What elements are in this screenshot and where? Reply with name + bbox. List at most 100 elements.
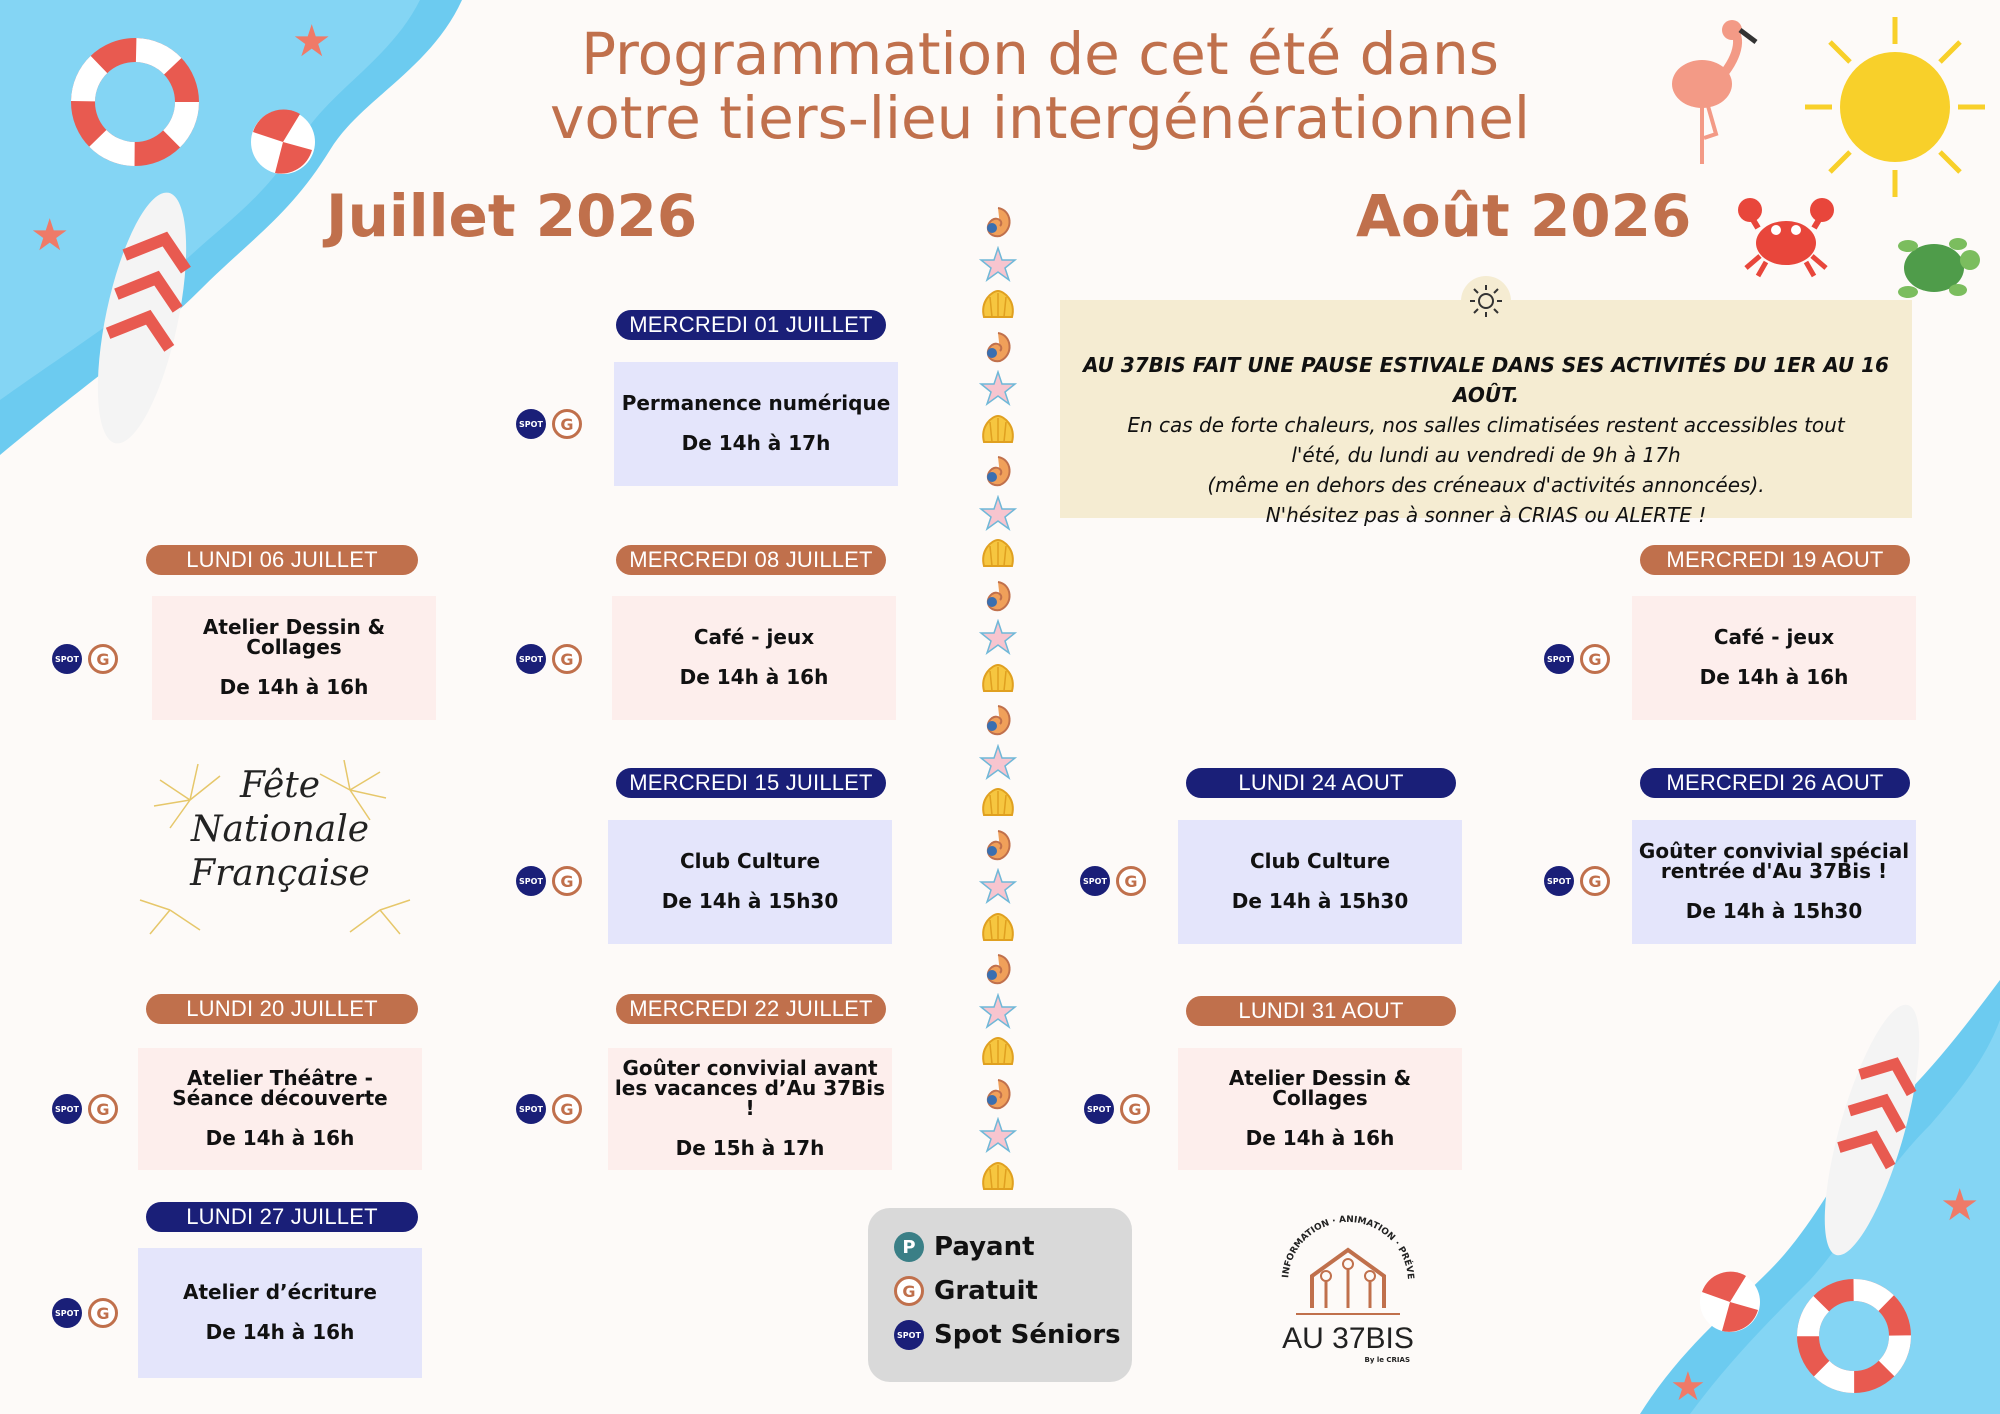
- event-hours: De 14h à 15h30: [1231, 889, 1409, 913]
- spot-seniors-icon: SPOT: [1544, 866, 1574, 896]
- event-title: Atelier Théâtre - Séance découverte: [172, 1066, 388, 1110]
- scallop-shell-icon: [982, 787, 1014, 816]
- date-badge-lundi-27-juillet: LUNDI 27 JUILLET: [146, 1202, 418, 1232]
- spot-seniors-icon: SPOT: [516, 866, 546, 896]
- surfboard-icon: [97, 192, 191, 444]
- event-hours: De 14h à 16h: [1245, 1126, 1395, 1150]
- gratuit-icon: G: [552, 644, 582, 674]
- starfish-icon: [978, 370, 1018, 406]
- date-badge-mercredi-01-juillet: MERCREDI 01 JUILLET: [616, 310, 886, 340]
- page-title-line1: Programmation de cet été dans: [581, 20, 1499, 88]
- starfish-icon: [978, 1117, 1018, 1153]
- notice-line: N'hésitez pas à sonner à CRIAS ou ALERTE…: [1265, 503, 1707, 527]
- scallop-shell-icon: [982, 1036, 1014, 1065]
- event-card-cafe-jeux: Café - jeux De 14h à 16h: [612, 596, 896, 720]
- fete-line1: Fête: [239, 765, 321, 806]
- event-hours: De 14h à 16h: [1699, 665, 1849, 689]
- starfish-icon: [978, 868, 1018, 904]
- spot-seniors-icon: SPOT: [1544, 644, 1574, 674]
- spiral-shell-icon: [986, 954, 1011, 985]
- event-card-permanence-numerique: Permanence numérique De 14h à 17h: [614, 362, 898, 486]
- event-title: Atelier Dessin & Collages: [202, 615, 386, 659]
- summer-break-notice: AU 37BIS FAIT UNE PAUSE ESTIVALE DANS SE…: [1060, 276, 1912, 527]
- sun-icon: [1805, 17, 1985, 197]
- date-badge-mercredi-15-juillet: MERCREDI 15 JUILLET: [616, 768, 886, 798]
- event-tags: SPOT G: [516, 644, 582, 674]
- event-hours: De 15h à 17h: [675, 1136, 825, 1160]
- event-title: Atelier d’écriture: [183, 1280, 377, 1304]
- gratuit-icon: G: [1580, 644, 1610, 674]
- spiral-shell-icon: [986, 207, 1011, 238]
- event-card-gouter-rentree: Goûter convivial spécial rentrée d'Au 37…: [1632, 820, 1916, 944]
- spot-seniors-icon: SPOT: [1084, 1094, 1114, 1124]
- event-title: Café - jeux: [693, 625, 815, 649]
- scallop-shell-icon: [982, 663, 1014, 692]
- starfish-icon: ★: [30, 210, 69, 261]
- spot-seniors-icon: SPOT: [516, 409, 546, 439]
- date-badge-mercredi-08-juillet: MERCREDI 08 JUILLET: [616, 545, 886, 575]
- legend-label: Gratuit: [934, 1276, 1038, 1306]
- event-tags: SPOT G: [52, 1298, 118, 1328]
- spiral-shell-icon: [986, 580, 1011, 611]
- spiral-shell-icon: [986, 1078, 1011, 1109]
- scallop-shell-icon: [982, 414, 1014, 443]
- date-badge-lundi-24-aout: LUNDI 24 AOUT: [1186, 768, 1456, 798]
- event-card-cafe-jeux: Café - jeux De 14h à 16h: [1632, 596, 1916, 720]
- legend-label: Payant: [934, 1232, 1035, 1262]
- notice-line: (même en dehors des créneaux d'activités…: [1207, 473, 1765, 497]
- legend-row-spot: SPOT Spot Séniors: [894, 1320, 1121, 1350]
- event-card-atelier-dessin-collages: Atelier Dessin & Collages De 14h à 16h: [1178, 1048, 1462, 1170]
- month-heading-august: Août 2026: [1356, 182, 1692, 250]
- notice-line: En cas de forte chaleurs, nos salles cli…: [1127, 413, 1845, 437]
- event-hours: De 14h à 16h: [205, 1320, 355, 1344]
- starfish-icon: [978, 992, 1018, 1029]
- crab-icon: [1738, 198, 1834, 278]
- gratuit-icon: G: [552, 409, 582, 439]
- logo-byline: By le CRIAS: [1364, 1356, 1410, 1364]
- event-tags: SPOT G: [1084, 1094, 1150, 1124]
- event-card-atelier-ecriture: Atelier d’écriture De 14h à 16h: [138, 1248, 422, 1378]
- event-card-club-culture: Club Culture De 14h à 15h30: [608, 820, 892, 944]
- event-title: Atelier Dessin & Collages: [1228, 1066, 1412, 1110]
- event-title: Permanence numérique: [621, 391, 891, 415]
- event-title: Club Culture: [1249, 849, 1391, 873]
- event-tags: SPOT G: [516, 409, 582, 439]
- scallop-shell-icon: [982, 1161, 1014, 1190]
- svg-text:INFORMATION · ANIMATION · PRÉV: INFORMATION · ANIMATION · PRÉVENTION: [1268, 1210, 1415, 1280]
- fete-nationale-illustration: Fête Nationale Française: [130, 760, 430, 940]
- starfish-icon: ★: [1940, 1180, 1979, 1231]
- event-hours: De 14h à 15h30: [1685, 899, 1863, 923]
- legend-box: P Payant G Gratuit SPOT Spot Séniors: [868, 1208, 1132, 1382]
- starfish-icon: [978, 743, 1018, 780]
- spot-seniors-icon: SPOT: [52, 1298, 82, 1328]
- legend-row-paid: P Payant: [894, 1232, 1035, 1262]
- event-tags: SPOT G: [516, 866, 582, 896]
- event-tags: SPOT G: [1080, 866, 1146, 896]
- fete-line2: Nationale: [190, 809, 370, 850]
- legend-label: Spot Séniors: [934, 1320, 1121, 1350]
- gratuit-icon: G: [1580, 866, 1610, 896]
- date-badge-lundi-31-aout: LUNDI 31 AOUT: [1186, 996, 1456, 1026]
- month-heading-july: Juillet 2026: [326, 182, 698, 250]
- spot-seniors-icon: SPOT: [516, 644, 546, 674]
- event-card-atelier-theatre: Atelier Théâtre - Séance découverte De 1…: [138, 1048, 422, 1170]
- spot-seniors-icon: SPOT: [894, 1320, 924, 1350]
- payant-icon: P: [894, 1232, 924, 1262]
- event-hours: De 14h à 16h: [219, 675, 369, 699]
- scallop-shell-icon: [982, 538, 1014, 567]
- house-logo-icon: INFORMATION · ANIMATION · PRÉVENTION: [1264, 1203, 1415, 1315]
- page-title: Programmation de cet été dans votre tier…: [350, 22, 1730, 150]
- date-badge-lundi-20-juillet: LUNDI 20 JUILLET: [146, 994, 418, 1024]
- spiral-shell-icon: [986, 456, 1011, 487]
- date-badge-mercredi-19-aout: MERCREDI 19 AOUT: [1640, 545, 1910, 575]
- date-badge-lundi-06-juillet: LUNDI 06 JUILLET: [146, 545, 418, 575]
- gratuit-icon: G: [1120, 1094, 1150, 1124]
- event-tags: SPOT G: [52, 1094, 118, 1124]
- gratuit-icon: G: [894, 1276, 924, 1306]
- fete-line3: Française: [190, 853, 370, 894]
- event-tags: SPOT G: [52, 644, 118, 674]
- gratuit-icon: G: [88, 1298, 118, 1328]
- event-hours: De 14h à 15h30: [661, 889, 839, 913]
- fireworks-icon: [139, 760, 411, 935]
- sun-outline-icon: [1461, 276, 1511, 326]
